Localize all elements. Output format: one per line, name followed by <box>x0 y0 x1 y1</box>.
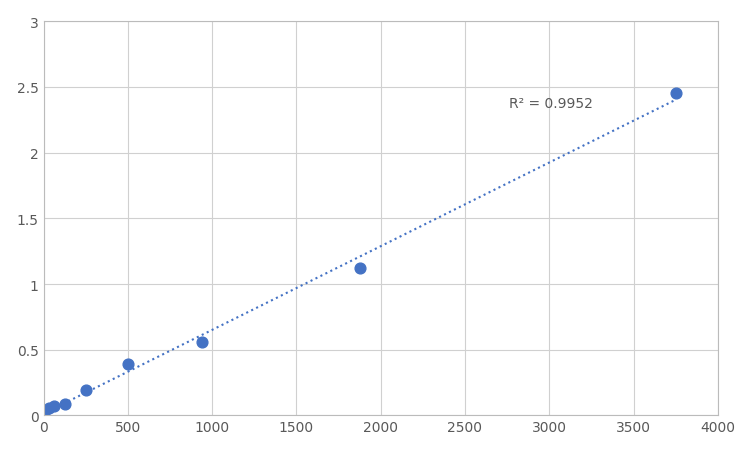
Point <box>59 400 71 407</box>
Point <box>43 405 55 412</box>
Point <box>48 403 60 410</box>
Point <box>196 339 208 346</box>
Point <box>353 265 365 272</box>
Point <box>38 412 50 419</box>
Point <box>80 387 92 394</box>
Point <box>122 361 134 368</box>
Point <box>670 91 682 98</box>
Text: R² = 0.9952: R² = 0.9952 <box>509 97 593 110</box>
